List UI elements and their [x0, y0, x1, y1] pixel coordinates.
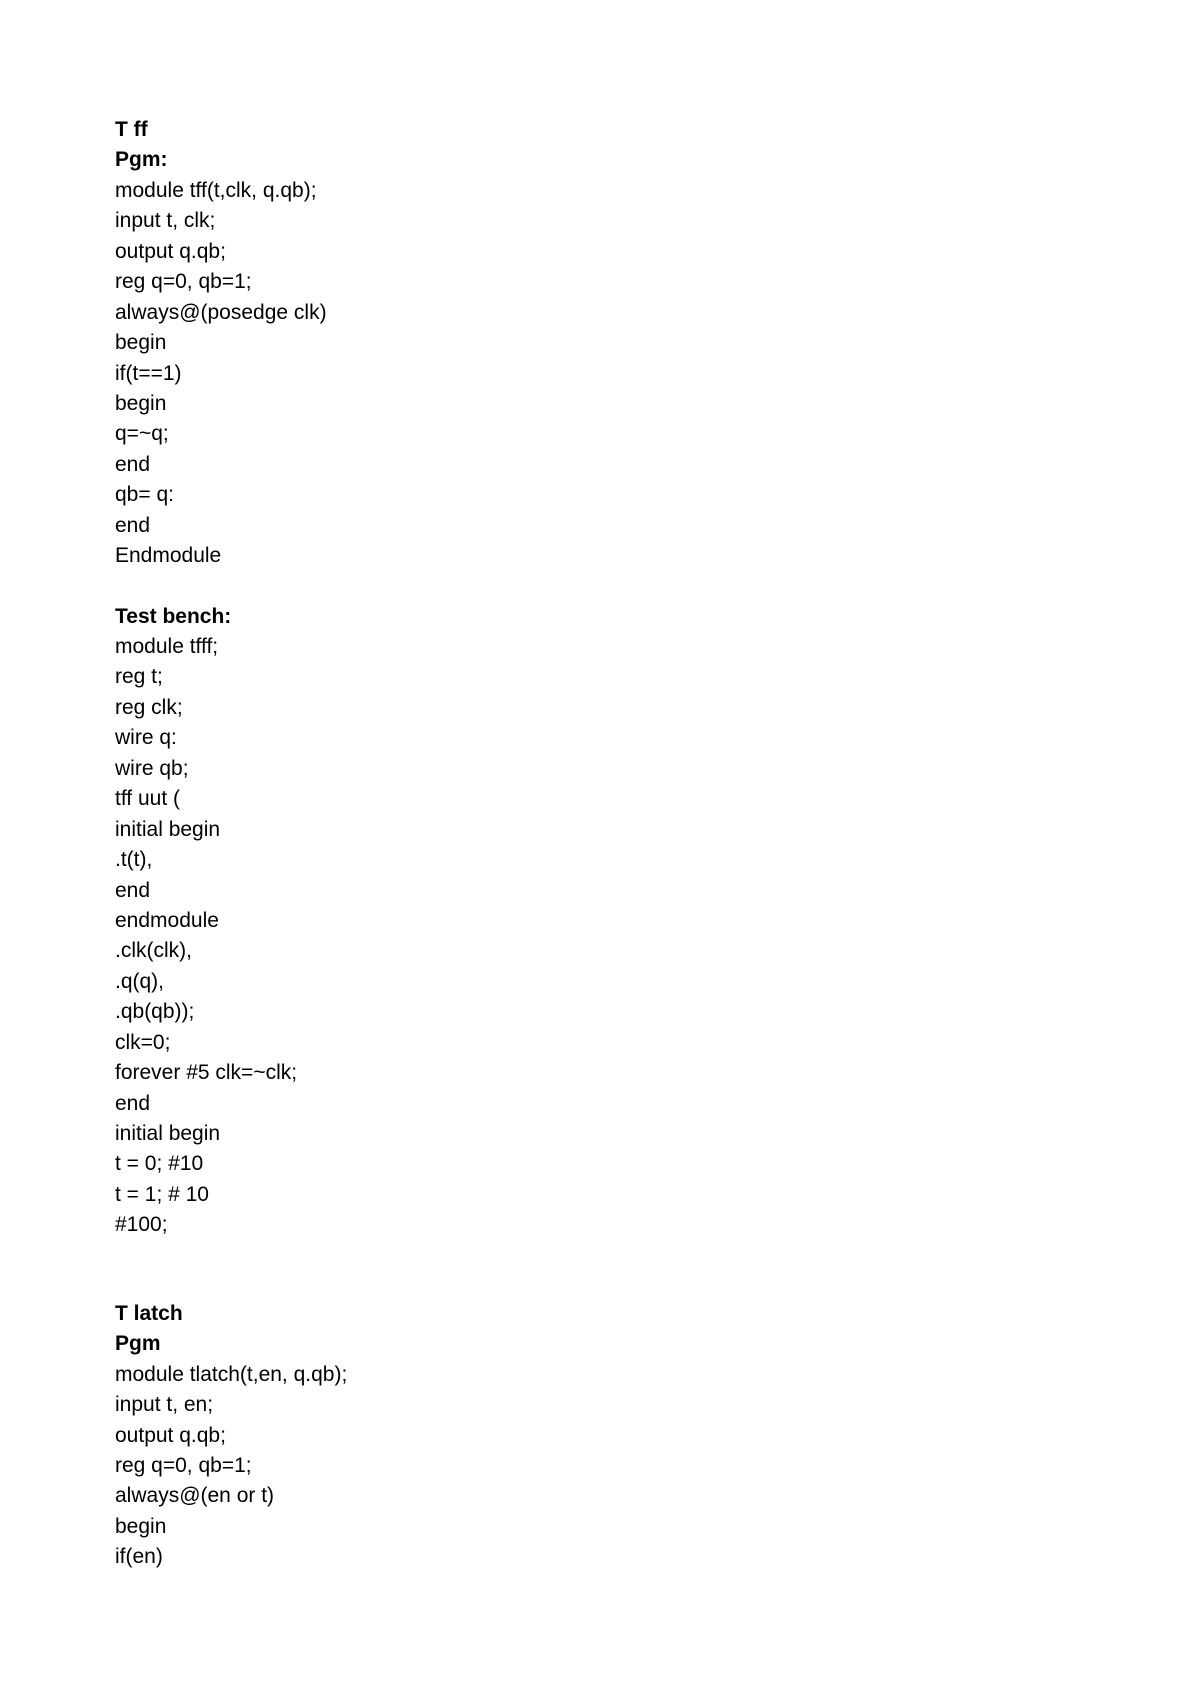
code-line: reg clk;: [115, 693, 1085, 723]
code-line: reg q=0, qb=1;: [115, 267, 1085, 297]
code-line: clk=0;: [115, 1028, 1085, 1058]
code-line: always@(posedge clk): [115, 298, 1085, 328]
code-line: end: [115, 1089, 1085, 1119]
code-line: endmodule: [115, 906, 1085, 936]
code-line: t = 1; # 10: [115, 1180, 1085, 1210]
code-line: module tlatch(t,en, q.qb);: [115, 1360, 1085, 1390]
code-line: input t, clk;: [115, 206, 1085, 236]
code-line: if(t==1): [115, 359, 1085, 389]
code-line: begin: [115, 389, 1085, 419]
code-line: #100;: [115, 1210, 1085, 1240]
code-line: end: [115, 876, 1085, 906]
code-line: reg q=0, qb=1;: [115, 1451, 1085, 1481]
code-line: wire qb;: [115, 754, 1085, 784]
code-line: q=~q;: [115, 419, 1085, 449]
code-line: t = 0; #10: [115, 1149, 1085, 1179]
code-line: module tff(t,clk, q.qb);: [115, 176, 1085, 206]
code-line: .clk(clk),: [115, 936, 1085, 966]
section2-title: Test bench:: [115, 602, 1085, 632]
code-line: .q(q),: [115, 967, 1085, 997]
code-line: .qb(qb));: [115, 997, 1085, 1027]
code-line: reg t;: [115, 662, 1085, 692]
code-line: end: [115, 511, 1085, 541]
code-line: always@(en or t): [115, 1481, 1085, 1511]
code-line: wire q:: [115, 723, 1085, 753]
code-line: initial begin: [115, 815, 1085, 845]
section1-pgm-label: Pgm:: [115, 145, 1085, 175]
code-line: qb= q:: [115, 480, 1085, 510]
code-line: Endmodule: [115, 541, 1085, 571]
code-line: tff uut (: [115, 784, 1085, 814]
code-line: forever #5 clk=~clk;: [115, 1058, 1085, 1088]
code-line: module tfff;: [115, 632, 1085, 662]
section3-title: T latch: [115, 1299, 1085, 1329]
section3-pgm-label: Pgm: [115, 1329, 1085, 1359]
code-line: begin: [115, 328, 1085, 358]
section-gap: [115, 1241, 1085, 1299]
code-line: end: [115, 450, 1085, 480]
code-line: initial begin: [115, 1119, 1085, 1149]
code-line: .t(t),: [115, 845, 1085, 875]
section-gap: [115, 572, 1085, 602]
code-line: output q.qb;: [115, 1421, 1085, 1451]
code-line: if(en): [115, 1542, 1085, 1572]
code-line: begin: [115, 1512, 1085, 1542]
code-line: input t, en;: [115, 1390, 1085, 1420]
document-page: T ff Pgm: module tff(t,clk, q.qb); input…: [0, 0, 1200, 1695]
code-line: output q.qb;: [115, 237, 1085, 267]
section1-title: T ff: [115, 115, 1085, 145]
